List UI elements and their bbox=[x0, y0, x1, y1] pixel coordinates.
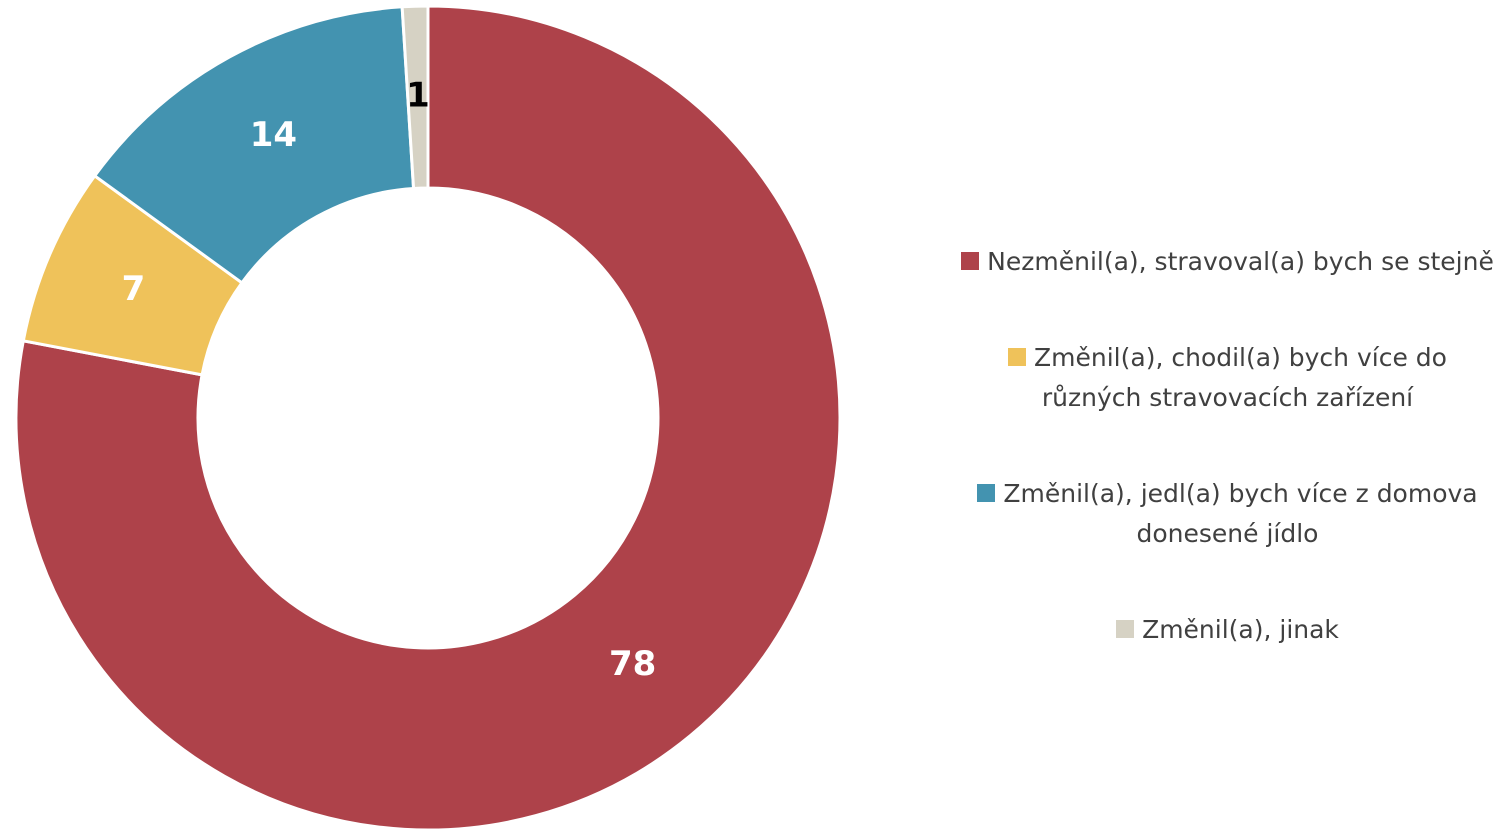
legend: Nezměnil(a), stravoval(a) bych se stejně… bbox=[955, 242, 1500, 706]
legend-swatch bbox=[1008, 348, 1027, 366]
legend-swatch bbox=[1116, 620, 1135, 638]
legend-swatch bbox=[977, 484, 996, 502]
chart: 78 7 14 1 bbox=[14, 4, 842, 832]
donut-slice bbox=[400, 4, 430, 191]
data-label: 14 bbox=[250, 115, 297, 155]
legend-label: Změnil(a), chodil(a) bych více do různýc… bbox=[1034, 343, 1447, 412]
legend-label: Změnil(a), jinak bbox=[1142, 615, 1339, 644]
legend-label: Nezměnil(a), stravoval(a) bych se stejně bbox=[987, 247, 1494, 276]
legend-item: Změnil(a), jinak bbox=[955, 610, 1500, 650]
donut-slice bbox=[92, 5, 416, 285]
donut-slice bbox=[14, 4, 842, 832]
legend-item: Nezměnil(a), stravoval(a) bych se stejně bbox=[955, 242, 1500, 282]
data-label: 78 bbox=[609, 644, 656, 684]
legend-swatch bbox=[961, 252, 980, 270]
legend-item: Změnil(a), chodil(a) bych více do různýc… bbox=[955, 338, 1500, 418]
data-label: 1 bbox=[406, 76, 430, 116]
legend-label: Změnil(a), jedl(a) bych více z domova do… bbox=[1003, 479, 1478, 548]
data-label: 7 bbox=[122, 269, 146, 309]
legend-item: Změnil(a), jedl(a) bych více z domova do… bbox=[955, 474, 1500, 554]
